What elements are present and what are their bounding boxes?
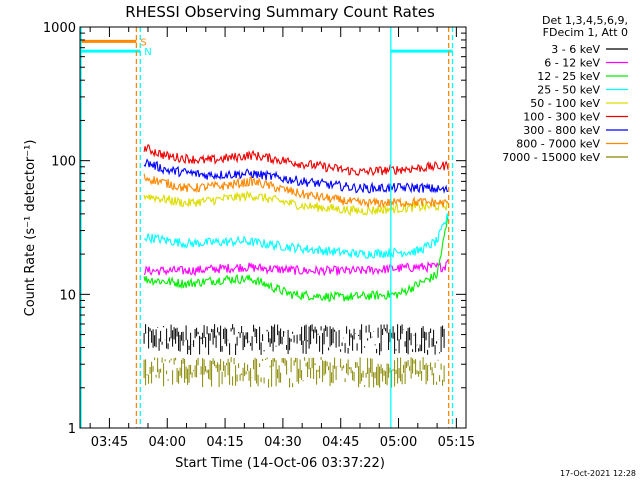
series-5 bbox=[143, 143, 449, 177]
series-8 bbox=[143, 357, 445, 388]
legend: Det 1,3,4,5,6,9,FDecim 1, Att 0 3 - 6 keV… bbox=[502, 14, 628, 164]
legend-label-3: 25 - 50 keV bbox=[537, 84, 600, 97]
series-3 bbox=[144, 213, 449, 259]
series-8-band bbox=[143, 357, 445, 388]
series-4-line bbox=[143, 190, 449, 217]
legend-label-4: 50 - 100 keV bbox=[530, 97, 600, 110]
x-axis-label: Start Time (14-Oct-06 03:37:22) bbox=[175, 456, 385, 471]
y-tick-label-1: 10 bbox=[59, 288, 76, 303]
series-3-line bbox=[144, 213, 449, 259]
x-tick-label-2: 04:15 bbox=[206, 435, 243, 450]
series-7-line bbox=[143, 173, 449, 209]
series-0 bbox=[143, 324, 445, 356]
y-tick-label-0: 1 bbox=[68, 422, 76, 437]
legend-label-6: 300 - 800 keV bbox=[523, 124, 600, 137]
legend-label-0: 3 - 6 keV bbox=[551, 43, 600, 56]
series-2-line bbox=[143, 214, 449, 302]
series-1 bbox=[143, 259, 449, 277]
x-tick-label-3: 04:30 bbox=[264, 435, 301, 450]
x-tick-label-1: 04:00 bbox=[149, 435, 186, 450]
series-2 bbox=[143, 214, 449, 302]
vertical-markers bbox=[80, 27, 454, 428]
x-tick-label-0: 03:45 bbox=[91, 435, 128, 450]
y-tick-label-3: 1000 bbox=[43, 21, 76, 36]
flag-0-label: S bbox=[140, 37, 146, 48]
chart-title: RHESSI Observing Summary Count Rates bbox=[125, 3, 435, 21]
legend-header-0: Det 1,3,4,5,6,9, bbox=[542, 14, 628, 27]
series-1-line bbox=[143, 259, 449, 277]
x-tick-label-4: 04:45 bbox=[322, 435, 359, 450]
series-4 bbox=[143, 190, 449, 217]
legend-label-5: 100 - 300 keV bbox=[523, 111, 600, 124]
axes: 1 10 100 1000 03:45 04:00 04:15 04:30 04:45 05:00… bbox=[43, 21, 475, 450]
flag-lines: SN bbox=[80, 37, 453, 58]
x-tick-label-6: 05:15 bbox=[438, 435, 475, 450]
legend-label-7: 800 - 7000 keV bbox=[516, 138, 600, 151]
flag-1-label: N bbox=[144, 47, 151, 58]
series-0-band bbox=[143, 324, 445, 356]
y-tick-label-2: 100 bbox=[51, 155, 76, 170]
legend-header-1: FDecim 1, Att 0 bbox=[543, 26, 628, 39]
plot-data bbox=[143, 143, 449, 388]
series-6 bbox=[143, 158, 449, 194]
timestamp: 17-Oct-2021 12:28 bbox=[560, 469, 636, 478]
series-7 bbox=[143, 173, 449, 209]
x-tick-label-5: 05:00 bbox=[380, 435, 417, 450]
legend-label-1: 6 - 12 keV bbox=[544, 57, 600, 70]
y-axis-label: Count Rate (s⁻¹ detector⁻¹) bbox=[23, 140, 38, 317]
plot-frame bbox=[79, 26, 467, 429]
legend-label-2: 12 - 25 keV bbox=[537, 70, 600, 83]
legend-label-8: 7000 - 15000 keV bbox=[502, 151, 600, 164]
series-6-line bbox=[143, 158, 449, 194]
series-5-line bbox=[143, 143, 449, 177]
